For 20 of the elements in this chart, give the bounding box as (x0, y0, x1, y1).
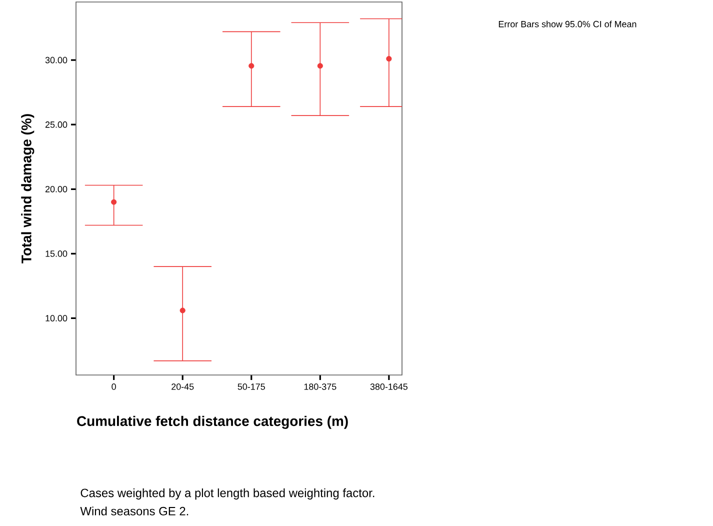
text: Cases weighted by a plot length based weighting factor. (80, 488, 374, 500)
x-tick-label: 50-175 (238, 384, 265, 390)
x-tick-label: 180-375 (304, 384, 336, 390)
text: Error Bars show 95.0% CI of Mean (498, 20, 636, 28)
y-tick-label: 25.00 (45, 121, 68, 128)
point (317, 63, 323, 69)
y-tick-label: 10.00 (46, 315, 68, 322)
point (248, 63, 254, 69)
y-tick-label: 15.00 (46, 250, 68, 257)
x-tick-label: 380-1645 (370, 384, 408, 390)
y-tick-label: 30.00 (45, 56, 68, 64)
x-axis-title: Cumulative fetch distance categories (m) (77, 416, 348, 429)
point (111, 199, 117, 205)
point (180, 308, 186, 314)
x-tick-label: 20-45 (172, 384, 194, 390)
y-axis-title: Total wind damage (%) (21, 114, 34, 264)
text: Wind seasons GE 2. (80, 506, 188, 516)
point (386, 56, 392, 62)
x-tick-label: 0 (112, 384, 116, 390)
y-tick-label: 20.00 (45, 186, 68, 192)
